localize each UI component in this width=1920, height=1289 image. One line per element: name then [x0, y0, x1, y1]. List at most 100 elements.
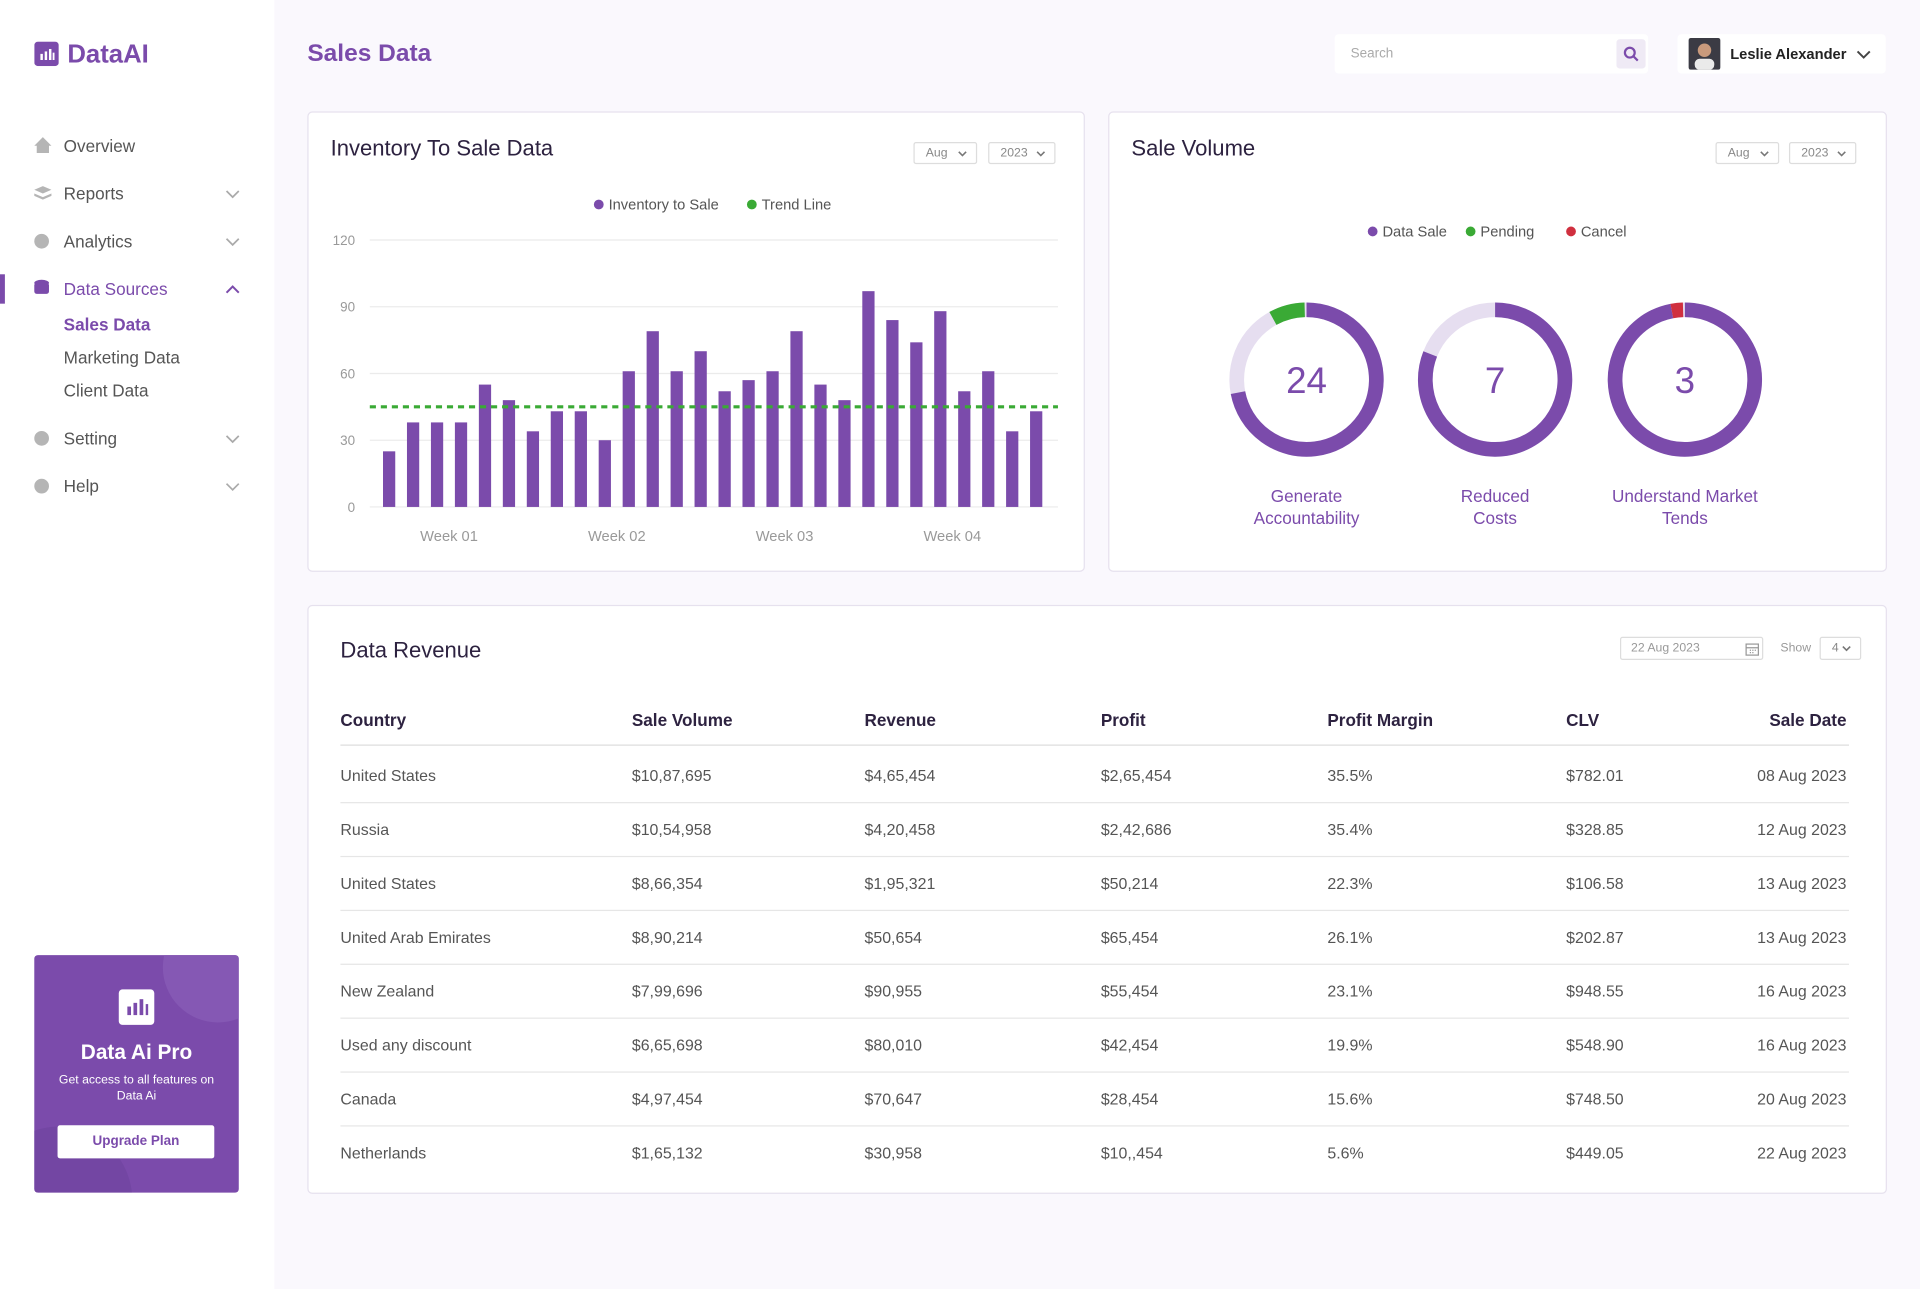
nav-subitem[interactable]: Client Data [63, 380, 149, 401]
table-cell: $4,97,454 [631, 1089, 703, 1109]
donut-total: 3 [1675, 360, 1695, 401]
header-divider [340, 744, 1849, 746]
revenue-card [307, 604, 1887, 1194]
card-title: Data Revenue [340, 637, 482, 663]
row-divider [340, 1071, 1849, 1073]
table-cell: $948.55 [1566, 982, 1624, 1001]
card-title: Sale Volume [1131, 135, 1256, 161]
table-header: Profit [1100, 710, 1146, 730]
row-divider [340, 909, 1849, 912]
logo[interactable]: DataAI [67, 40, 149, 69]
legend-label: Trend Line [762, 197, 832, 213]
table-cell: $50,214 [1100, 874, 1159, 893]
table-cell: $50,654 [864, 928, 923, 947]
nav-icons [0, 137, 240, 494]
month-filter[interactable]: Aug [1715, 142, 1780, 165]
nav-subitem[interactable]: Marketing Data [63, 347, 180, 368]
table-cell: United States [340, 874, 436, 893]
filter-label: Aug [1727, 146, 1750, 161]
y-tick-label: 30 [340, 433, 355, 448]
table-cell: $4,65,454 [864, 766, 936, 785]
table-cell: $80,010 [864, 1035, 923, 1055]
bar [982, 371, 995, 507]
x-tick-label: Week 04 [923, 529, 981, 545]
table-cell: 08 Aug 2023 [1757, 766, 1847, 785]
bar [670, 371, 683, 507]
table-cell: 35.5% [1327, 766, 1373, 785]
bar [454, 422, 468, 507]
x-tick-label: Week 02 [588, 529, 646, 545]
month-filter[interactable]: Aug [913, 142, 978, 165]
bar [766, 371, 779, 507]
bar [478, 384, 492, 507]
table-cell: 5.6% [1327, 1143, 1364, 1163]
bar [790, 331, 803, 507]
table-cell: 26.1% [1327, 928, 1373, 947]
search-box[interactable]: Search [1334, 34, 1649, 74]
bar [718, 391, 731, 507]
sale-volume-card [1108, 111, 1887, 572]
table-header: Sale Volume [631, 710, 733, 730]
legend-label: Data Sale [1382, 224, 1447, 240]
table-cell: $10,87,695 [631, 766, 712, 785]
table-cell: $42,454 [1100, 1035, 1159, 1055]
table-cell: $328.85 [1566, 820, 1624, 839]
table-header: Profit Margin [1327, 710, 1434, 730]
table-cell: 23.1% [1327, 982, 1373, 1001]
user-menu[interactable]: Leslie Alexander [1677, 34, 1886, 74]
logo-icon [34, 41, 59, 67]
show-select[interactable]: 4 [1819, 636, 1862, 660]
table-cell: $10,,454 [1100, 1143, 1163, 1163]
donut-label: Understand Market Tends [1612, 486, 1758, 528]
date-picker[interactable]: 22 Aug 2023 [1620, 636, 1764, 660]
nav-item[interactable]: Setting [63, 428, 118, 449]
table-cell: $782.01 [1566, 766, 1624, 785]
nav-subitem[interactable]: Sales Data [63, 314, 151, 335]
table-cell: 16 Aug 2023 [1757, 1035, 1847, 1055]
legend-swatch [1566, 226, 1576, 237]
donut-segment [1230, 302, 1384, 457]
bar [814, 384, 827, 507]
bar [742, 380, 755, 507]
table-cell: $202.87 [1566, 928, 1624, 947]
bar [526, 431, 540, 507]
year-filter[interactable]: 2023 [1788, 142, 1857, 165]
nav-item[interactable]: Overview [63, 135, 136, 156]
donut-total: 7 [1485, 360, 1505, 401]
filter-label: Aug [925, 146, 948, 161]
bar [910, 342, 923, 507]
nav-item[interactable]: Data Sources [63, 279, 168, 299]
bar [694, 351, 707, 507]
upgrade-button[interactable]: Upgrade Plan [57, 1125, 215, 1159]
bar [550, 411, 564, 507]
legend-swatch [593, 199, 604, 210]
nav-item[interactable]: Analytics [63, 231, 133, 252]
table-cell: $65,454 [1100, 928, 1159, 947]
bar [406, 422, 420, 507]
table-cell: $90,955 [864, 982, 923, 1001]
search-button[interactable] [1616, 39, 1646, 69]
table-cell: 22 Aug 2023 [1757, 1143, 1847, 1163]
y-tick-label: 90 [340, 300, 355, 315]
bar [430, 422, 444, 507]
avatar [1688, 37, 1721, 70]
promo-title: Data Ai Pro [80, 1040, 193, 1065]
filter-label: 2023 [1000, 146, 1028, 161]
nav-item[interactable]: Help [63, 476, 99, 496]
table-cell: $1,95,321 [864, 874, 936, 893]
table-cell: $55,454 [1100, 982, 1159, 1001]
table-cell: $8,66,354 [631, 874, 703, 893]
legend-swatch [746, 199, 757, 210]
donut-total: 24 [1286, 360, 1327, 401]
table-cell: 20 Aug 2023 [1757, 1089, 1847, 1109]
table-cell: 22.3% [1327, 874, 1373, 893]
nav-item[interactable]: Reports [63, 183, 124, 204]
table-cell: $106.58 [1566, 874, 1624, 893]
calendar-icon [1745, 643, 1759, 656]
table-header: Revenue [864, 710, 936, 730]
row-divider [340, 963, 1849, 965]
year-filter[interactable]: 2023 [988, 142, 1056, 165]
table-cell: $8,90,214 [631, 928, 703, 947]
table-header: Sale Date [1769, 710, 1847, 730]
